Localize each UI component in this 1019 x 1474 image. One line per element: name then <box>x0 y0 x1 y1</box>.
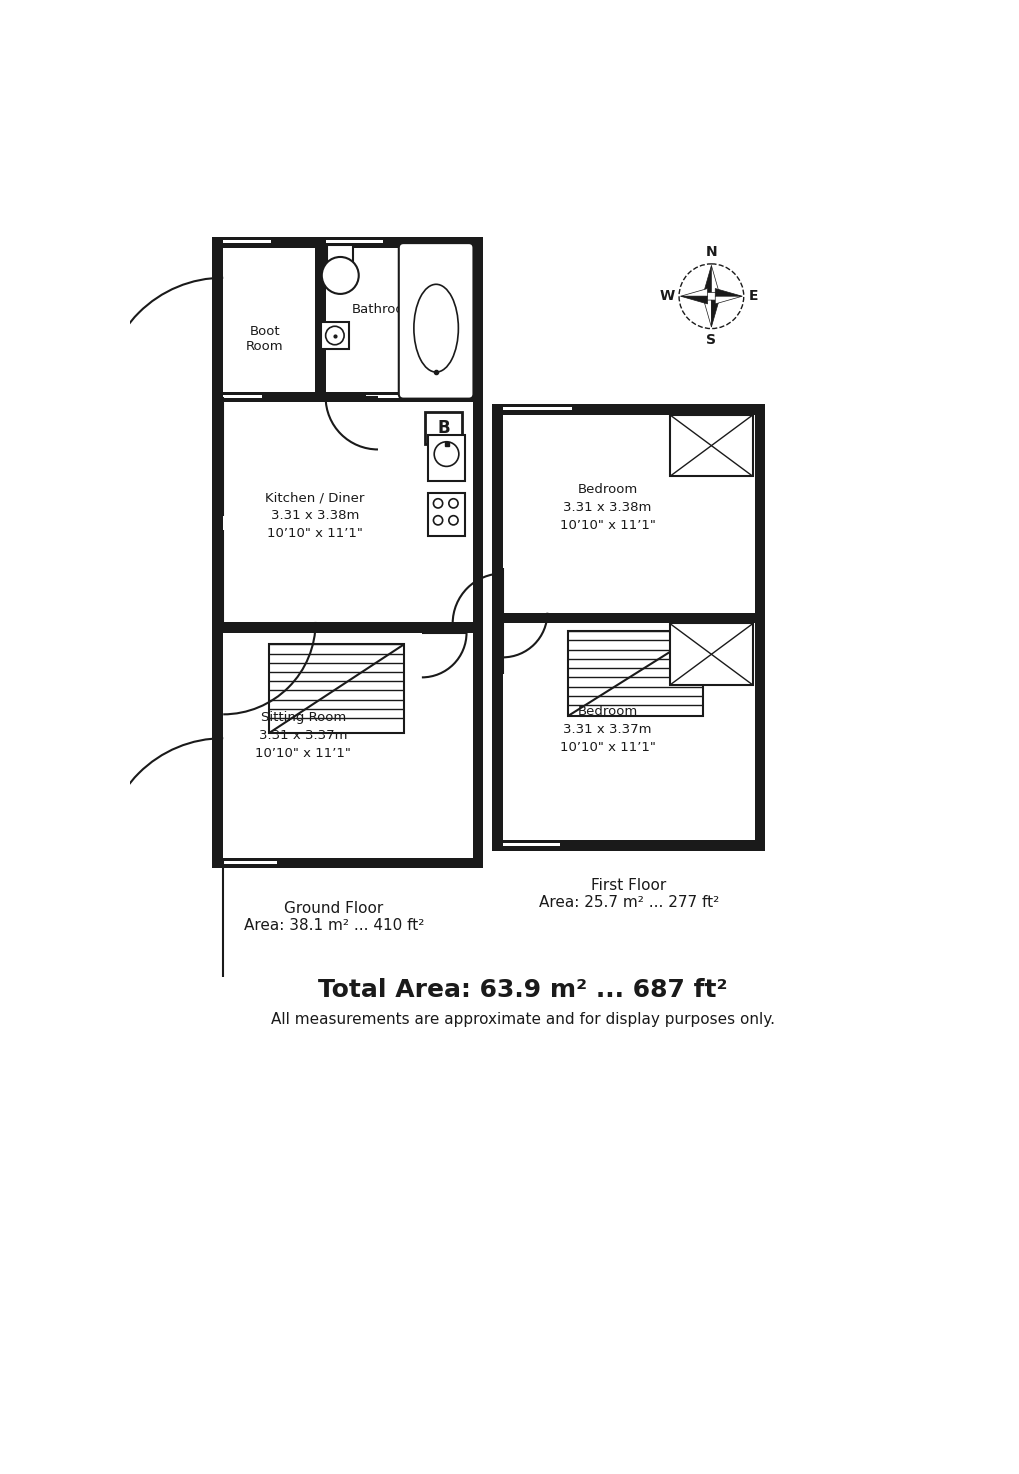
Text: Sitting Room
3.31 x 3.37m
10’10" x 11’1": Sitting Room 3.31 x 3.37m 10’10" x 11’1" <box>255 710 351 759</box>
Bar <box>321 321 348 349</box>
Bar <box>502 843 559 846</box>
Text: Area: 38.1 m² ... 410 ft²: Area: 38.1 m² ... 410 ft² <box>244 918 424 933</box>
Bar <box>212 622 483 632</box>
Text: Bathroom: Bathroom <box>352 302 417 315</box>
Bar <box>315 237 325 402</box>
Text: N: N <box>705 245 716 259</box>
Bar <box>754 404 764 850</box>
Bar <box>491 404 502 850</box>
Text: Bedroom
3.31 x 3.37m
10’10" x 11’1": Bedroom 3.31 x 3.37m 10’10" x 11’1" <box>559 705 655 755</box>
Bar <box>428 435 465 481</box>
Polygon shape <box>680 296 707 304</box>
Bar <box>428 494 465 535</box>
Bar <box>327 245 353 261</box>
Bar <box>425 411 462 444</box>
Bar <box>472 402 483 868</box>
Text: S: S <box>706 333 715 348</box>
Bar <box>568 631 702 716</box>
Polygon shape <box>714 289 742 296</box>
Polygon shape <box>710 265 718 292</box>
Bar <box>223 395 262 398</box>
Bar <box>212 402 223 868</box>
Text: All measurements are approximate and for display purposes only.: All measurements are approximate and for… <box>270 1013 774 1027</box>
Bar <box>212 237 223 402</box>
Polygon shape <box>714 296 742 304</box>
FancyBboxPatch shape <box>398 243 473 398</box>
Bar <box>669 624 752 685</box>
Text: First Floor: First Floor <box>591 877 666 893</box>
Bar <box>491 613 764 624</box>
Text: Boot
Room: Boot Room <box>246 324 283 352</box>
Polygon shape <box>703 301 710 327</box>
Bar <box>223 240 271 243</box>
Bar <box>212 858 483 868</box>
Polygon shape <box>680 289 707 296</box>
Text: Kitchen / Diner
3.31 x 3.38m
10’10" x 11’1": Kitchen / Diner 3.31 x 3.38m 10’10" x 11… <box>265 491 364 539</box>
Circle shape <box>325 326 343 345</box>
Text: Area: 25.7 m² ... 277 ft²: Area: 25.7 m² ... 277 ft² <box>538 895 718 911</box>
Text: Total Area: 63.9 m² ... 687 ft²: Total Area: 63.9 m² ... 687 ft² <box>318 977 727 1002</box>
Ellipse shape <box>414 284 458 371</box>
Bar <box>669 414 752 476</box>
Polygon shape <box>710 301 718 327</box>
Text: E: E <box>748 289 757 304</box>
Text: Ground Floor: Ground Floor <box>284 901 383 915</box>
Bar <box>472 237 483 402</box>
Bar <box>491 404 764 414</box>
Bar <box>223 861 277 864</box>
Bar <box>212 237 483 248</box>
Bar <box>269 644 404 733</box>
Polygon shape <box>703 265 710 292</box>
Text: W: W <box>658 289 674 304</box>
Bar <box>325 240 383 243</box>
Bar <box>212 392 483 402</box>
Bar <box>502 407 572 410</box>
Text: B: B <box>437 419 449 436</box>
Circle shape <box>321 256 359 293</box>
Bar <box>491 840 764 850</box>
Text: Bedroom
3.31 x 3.38m
10’10" x 11’1": Bedroom 3.31 x 3.38m 10’10" x 11’1" <box>559 483 655 532</box>
Bar <box>366 395 428 398</box>
